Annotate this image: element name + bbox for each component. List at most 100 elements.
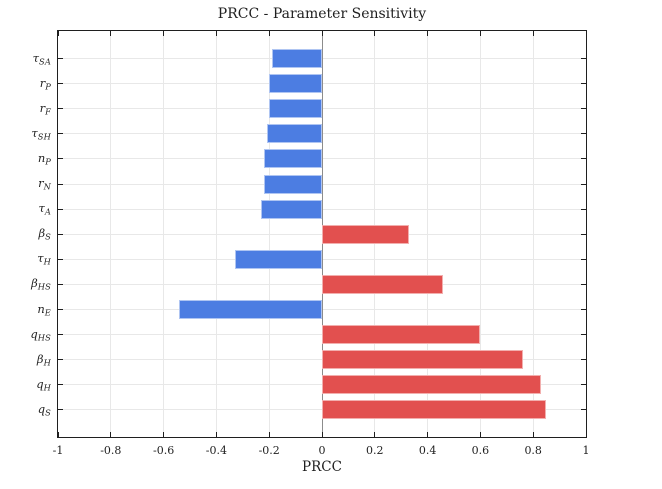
y-tick-mark-right: [581, 283, 586, 285]
y-tick-mark-left: [58, 283, 63, 285]
param-symbol: τ: [32, 50, 39, 65]
x-tick-mark-bottom: [268, 432, 270, 437]
x-tick-mark-bottom: [427, 432, 429, 437]
y-tick-label-tau_A: τA: [5, 201, 51, 218]
param-symbol: β: [38, 226, 46, 241]
bar-beta_S: [322, 224, 410, 244]
y-tick-mark-right: [581, 83, 586, 85]
x-tick-label-0: 0: [318, 444, 326, 457]
param-subscript: N: [43, 181, 51, 192]
y-tick-mark-left: [58, 409, 63, 411]
y-tick-mark-left: [58, 384, 63, 386]
param-symbol: τ: [31, 125, 38, 140]
bar-tau_A: [261, 199, 322, 219]
y-tick-mark-left: [58, 334, 63, 336]
x-tick-mark-top: [321, 31, 323, 36]
y-tick-mark-right: [581, 309, 586, 310]
x-tick-label-0.2: 0.2: [366, 444, 384, 457]
param-symbol: β: [31, 276, 38, 291]
x-axis-label: PRCC: [302, 459, 342, 475]
y-tick-mark-left: [58, 158, 63, 160]
x-tick-mark-top: [479, 31, 481, 36]
x-tick-mark-bottom: [57, 432, 59, 437]
y-tick-mark-right: [581, 258, 586, 260]
bar-beta_H: [322, 350, 523, 370]
y-tick-label-q_HS: qHS: [5, 327, 51, 344]
y-tick-mark-right: [581, 233, 586, 235]
param-subscript: H: [43, 256, 51, 267]
x-tick-mark-top: [585, 31, 587, 36]
y-tick-mark-left: [58, 108, 63, 110]
x-tick-mark-top: [215, 31, 217, 36]
x-tick-mark-bottom: [585, 432, 587, 437]
y-tick-mark-left: [58, 83, 63, 85]
param-symbol: r: [38, 176, 44, 190]
x-tick-mark-top: [268, 31, 270, 36]
param-symbol: τ: [37, 251, 44, 266]
bar-q_H: [322, 375, 542, 395]
param-subscript: P: [45, 80, 51, 91]
param-subscript: HS: [37, 331, 51, 342]
chart-title: PRCC - Parameter Sensitivity: [217, 6, 427, 22]
x-tick-mark-top: [163, 31, 165, 36]
x-tick-label--0.6: -0.6: [152, 444, 175, 457]
bar-q_HS: [322, 325, 481, 345]
y-tick-mark-right: [581, 359, 586, 361]
x-tick-mark-top: [57, 31, 59, 36]
x-tick-label-0.4: 0.4: [418, 444, 437, 457]
y-tick-label-r_N: rN: [5, 176, 51, 193]
y-tick-label-beta_S: βS: [5, 226, 51, 243]
param-subscript: H: [43, 357, 51, 367]
param-subscript: E: [44, 306, 51, 317]
bar-tau_H: [234, 249, 322, 269]
y-tick-mark-right: [581, 133, 586, 135]
x-tick-mark-top: [374, 31, 376, 36]
y-tick-mark-left: [58, 258, 63, 260]
x-tick-label--0.4: -0.4: [205, 444, 227, 457]
y-tick-mark-right: [581, 58, 586, 59]
bar-tau_SA: [271, 49, 322, 68]
plot-area: [57, 30, 587, 438]
bar-n_P: [263, 149, 322, 169]
y-tick-mark-right: [581, 108, 586, 110]
bar-tau_SH: [266, 124, 322, 144]
param-symbol: q: [30, 326, 38, 341]
bar-q_S: [322, 400, 547, 420]
y-tick-mark-right: [581, 384, 586, 386]
x-tick-label--0.8: -0.8: [100, 444, 122, 457]
param-symbol: n: [37, 150, 46, 165]
param-subscript: F: [45, 106, 51, 116]
y-tick-mark-left: [58, 183, 63, 185]
bar-n_E: [179, 300, 322, 319]
y-tick-label-r_P: rP: [5, 76, 51, 93]
bar-beta_HS: [322, 274, 444, 294]
y-tick-mark-right: [581, 158, 586, 160]
param-symbol: β: [36, 351, 44, 366]
y-tick-mark-right: [581, 208, 586, 210]
x-tick-mark-bottom: [532, 432, 534, 437]
x-tick-label--1: -1: [52, 444, 64, 457]
bar-r_N: [263, 174, 322, 194]
y-tick-label-beta_H: βH: [5, 352, 51, 369]
param-symbol: q: [37, 401, 46, 416]
param-subscript: H: [43, 382, 51, 393]
param-subscript: A: [44, 206, 51, 217]
y-tick-label-q_H: qH: [5, 377, 51, 394]
y-tick-mark-left: [58, 133, 63, 135]
y-tick-label-tau_H: τH: [5, 251, 51, 268]
y-tick-mark-left: [58, 359, 63, 361]
param-symbol: r: [39, 100, 46, 115]
y-tick-label-r_F: rF: [5, 101, 51, 118]
y-tick-label-n_E: nE: [5, 302, 51, 319]
x-tick-label-0.6: 0.6: [471, 444, 490, 457]
y-tick-mark-right: [581, 334, 586, 336]
x-tick-mark-bottom: [321, 432, 323, 437]
y-tick-mark-left: [58, 309, 63, 310]
y-tick-mark-left: [58, 58, 63, 59]
param-symbol: τ: [38, 201, 45, 216]
y-tick-label-tau_SA: τSA: [5, 51, 51, 68]
y-tick-mark-left: [58, 233, 63, 235]
param-subscript: P: [45, 156, 51, 167]
x-tick-mark-bottom: [215, 432, 217, 437]
